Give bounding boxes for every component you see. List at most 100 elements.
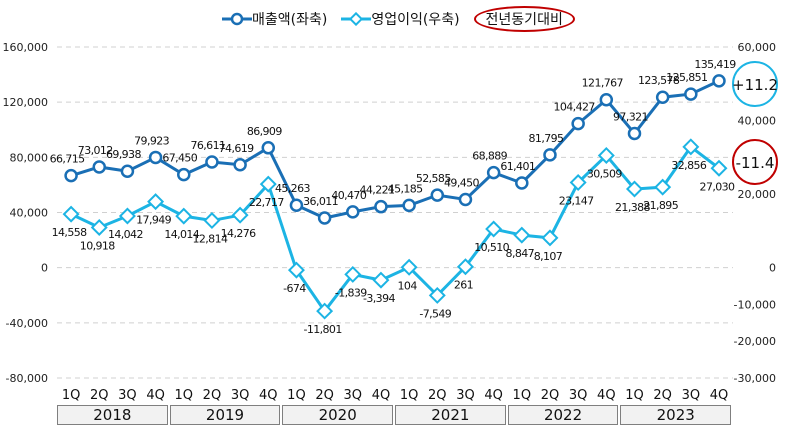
left-tick-label: 160,000 [3, 41, 49, 54]
quarter-label: 3Q [682, 388, 701, 403]
op-data-label: 27,030 [700, 180, 735, 193]
sales-data-label: 135,419 [694, 58, 736, 71]
quarter-label: 3Q [231, 388, 250, 403]
op-point [287, 261, 305, 279]
sales-point [64, 168, 78, 183]
year-label: 2023 [620, 405, 732, 425]
yoy-op-value: -11.4 [736, 154, 775, 172]
sales-point [712, 74, 726, 88]
sales-point [205, 155, 219, 169]
right-tick-label: 20,000 [738, 188, 777, 201]
sales-point [346, 205, 360, 219]
quarter-label: 4Q [710, 388, 729, 403]
sales-data-label: 69,938 [106, 148, 141, 161]
year-label: 2019 [169, 405, 281, 425]
legend-sales-marker-icon [222, 12, 252, 26]
op-point [485, 220, 503, 238]
op-data-label: 23,147 [559, 195, 594, 208]
op-data-label: 12,814 [192, 233, 227, 246]
legend-sales-label: 매출액(좌축) [252, 12, 328, 28]
op-point [62, 205, 80, 223]
op-data-label: -674 [283, 282, 306, 295]
sales-point [402, 198, 416, 213]
quarter-label: 2Q [315, 388, 334, 403]
op-point [231, 206, 249, 224]
quarter-label: 3Q [456, 388, 475, 403]
yoy-sales-value: +11.2 [732, 76, 778, 94]
quarter-label: 2Q [541, 388, 560, 403]
sales-point [655, 90, 670, 104]
right-tick-label: 0 [769, 262, 776, 275]
op-data-label: 22,717 [249, 196, 284, 209]
sales-data-label: 81,795 [529, 132, 564, 145]
quarter-label: 2Q [653, 388, 672, 403]
quarter-label: 1Q [400, 388, 419, 403]
sales-data-label: 52,585 [416, 172, 451, 185]
year-label: 2018 [57, 405, 168, 425]
sales-data-label: 40,470 [331, 189, 366, 202]
sales-point [486, 165, 501, 180]
year-label: 2020 [282, 405, 394, 425]
right-tick-label: -30,000 [734, 372, 776, 385]
quarter-label: 4Q [597, 388, 616, 403]
op-point [710, 159, 728, 177]
op-point [147, 193, 165, 211]
op-data-label: 32,856 [671, 159, 706, 172]
op-point [654, 178, 672, 196]
quarter-label: 2Q [428, 388, 447, 403]
legend-sales: 매출액(좌축) [222, 9, 327, 29]
op-data-label: 14,014 [164, 228, 199, 241]
sales-point [571, 116, 585, 131]
sales-point [233, 158, 247, 172]
sales-data-label: 45,185 [388, 182, 423, 195]
yoy-op-circle [732, 139, 778, 185]
sales-point [599, 92, 614, 107]
sales-point [317, 211, 332, 225]
op-point [597, 146, 615, 164]
legend-op-label: 영업이익(우축) [371, 12, 460, 28]
right-tick-label: 40,000 [738, 115, 777, 128]
op-point [203, 212, 221, 230]
sales-data-label: 97,321 [613, 110, 648, 123]
op-data-label: -3,394 [363, 292, 395, 305]
op-point [175, 207, 193, 225]
sales-data-label: 123,578 [638, 74, 680, 87]
quarter-label: 4Q [146, 388, 165, 403]
sales-point [289, 198, 304, 212]
op-point [400, 258, 418, 276]
left-tick-label: 40,000 [10, 207, 49, 220]
sales-data-label: 86,909 [247, 125, 282, 138]
quarter-label: 1Q [625, 388, 644, 403]
year-label: 2021 [395, 405, 506, 425]
sales-point [261, 141, 276, 155]
op-point [569, 174, 587, 192]
sales-point [543, 148, 557, 162]
op-point [372, 271, 390, 289]
legend-op: 영업이익(우축) [341, 9, 460, 29]
sales-point [684, 87, 698, 101]
sales-point [458, 192, 473, 207]
quarter-label: 1Q [287, 388, 306, 403]
op-point [541, 229, 559, 247]
op-data-label: 17,949 [136, 214, 171, 227]
legend: 매출액(좌축) 영업이익(우축) 전년동기대비 [222, 6, 575, 32]
quarter-label: 2Q [203, 388, 222, 403]
op-data-label: 10,510 [474, 241, 509, 254]
sales-data-label: 68,889 [472, 150, 507, 163]
op-data-label: 14,276 [221, 227, 256, 240]
yoy-sales-circle [732, 61, 778, 107]
sales-data-label: 104,427 [553, 101, 595, 114]
legend-op-marker-icon [341, 12, 372, 26]
sales-point [148, 150, 163, 165]
op-data-label: 21,388 [615, 201, 650, 214]
op-point [428, 286, 446, 304]
sales-point [177, 167, 191, 182]
sales-data-label: 36,011 [303, 195, 338, 208]
sales-data-label: 66,715 [50, 153, 85, 166]
quarter-label: 2Q [90, 388, 109, 403]
left-tick-label: 0 [41, 262, 48, 275]
op-data-label: 8,847 [506, 247, 535, 260]
op-data-label: 30,509 [587, 167, 622, 180]
quarter-label: 4Q [484, 388, 503, 403]
